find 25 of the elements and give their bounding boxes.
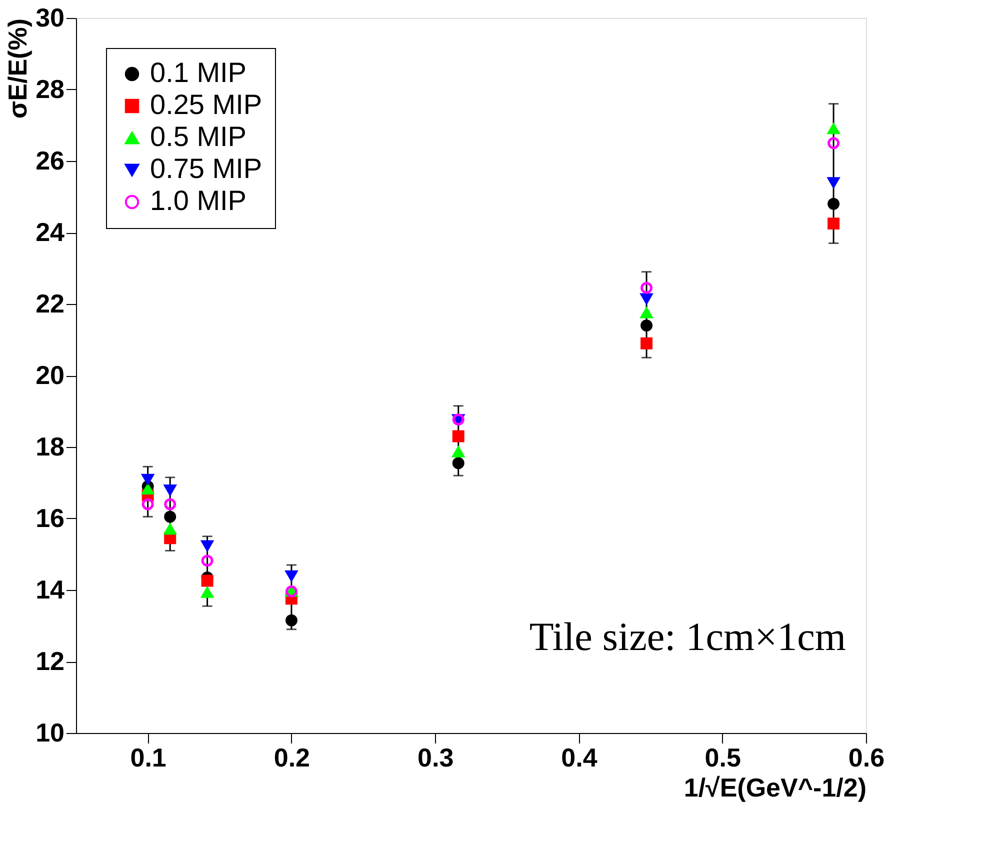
legend-label: 0.5 MIP bbox=[150, 121, 246, 152]
y-tick-label: 10 bbox=[36, 718, 64, 748]
y-axis-title: σE/E(%) bbox=[2, 18, 33, 119]
y-tick-label: 26 bbox=[36, 146, 64, 176]
x-tick-label: 0.3 bbox=[418, 742, 454, 772]
x-tick-label: 0.6 bbox=[848, 742, 885, 772]
y-tick-label: 30 bbox=[36, 2, 64, 32]
y-tick-label: 16 bbox=[36, 503, 64, 533]
y-tick-label: 24 bbox=[36, 217, 66, 247]
legend-label: 0.25 MIP bbox=[150, 89, 262, 120]
x-tick-label: 0.1 bbox=[130, 742, 166, 772]
annotation: Tile size: 1cm×1cm bbox=[529, 614, 846, 659]
y-tick-label: 22 bbox=[36, 288, 64, 318]
legend-label: 0.75 MIP bbox=[150, 153, 262, 184]
x-tick-label: 0.5 bbox=[704, 742, 741, 772]
y-tick-label: 20 bbox=[36, 360, 64, 390]
y-tick-label: 28 bbox=[36, 74, 64, 104]
x-tick-label: 0.2 bbox=[274, 742, 310, 772]
legend-label: 0.1 MIP bbox=[150, 57, 246, 88]
legend-label: 1.0 MIP bbox=[150, 185, 246, 216]
y-tick-label: 14 bbox=[36, 574, 66, 604]
x-axis-title: 1/√E(GeV^-1/2) bbox=[684, 772, 866, 802]
x-tick-label: 0.4 bbox=[561, 742, 598, 772]
y-tick-label: 12 bbox=[36, 646, 64, 676]
y-tick-label: 18 bbox=[36, 432, 64, 462]
